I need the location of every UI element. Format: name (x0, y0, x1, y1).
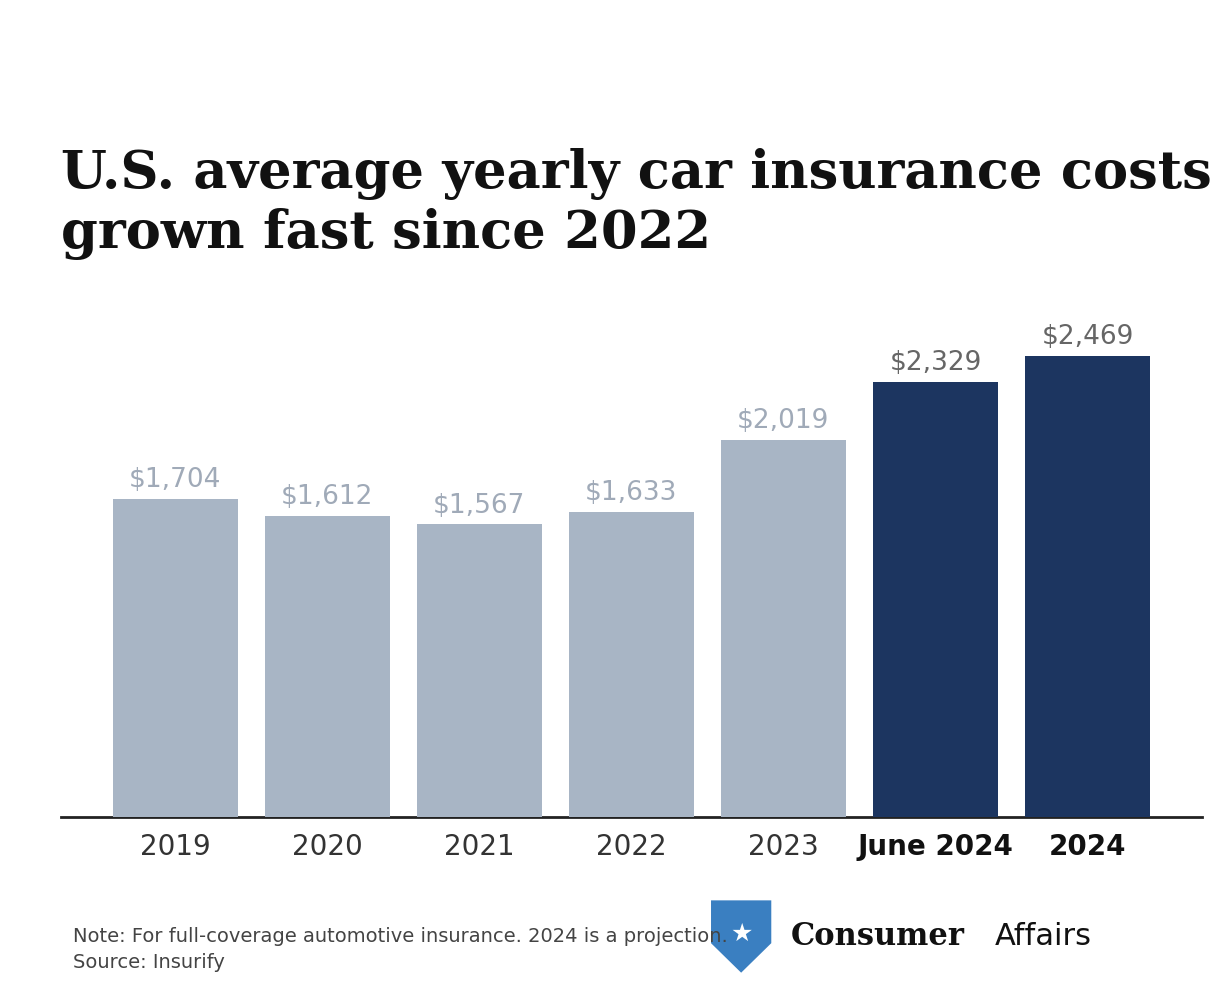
Bar (721, 440, 845, 817)
Bar (1025, 356, 1149, 817)
Bar (874, 382, 998, 817)
Text: Affairs: Affairs (994, 922, 1092, 952)
Bar (569, 512, 694, 817)
Text: U.S. average yearly car insurance costs have
grown fast since 2022: U.S. average yearly car insurance costs … (61, 148, 1220, 260)
Text: $2,019: $2,019 (737, 408, 830, 434)
Text: Consumer: Consumer (791, 921, 965, 953)
Bar (113, 499, 238, 817)
Text: $2,329: $2,329 (889, 350, 982, 377)
Text: ★: ★ (730, 922, 753, 947)
Text: $1,704: $1,704 (129, 467, 221, 493)
Polygon shape (711, 900, 771, 972)
Text: $1,567: $1,567 (433, 493, 526, 519)
Text: $1,612: $1,612 (281, 484, 373, 511)
Bar (265, 516, 389, 817)
Text: $1,633: $1,633 (586, 480, 677, 507)
Text: $2,469: $2,469 (1042, 325, 1133, 350)
Bar (417, 524, 542, 817)
Text: Note: For full-coverage automotive insurance. 2024 is a projection.: Note: For full-coverage automotive insur… (73, 927, 728, 946)
Text: Source: Insurify: Source: Insurify (73, 953, 224, 971)
